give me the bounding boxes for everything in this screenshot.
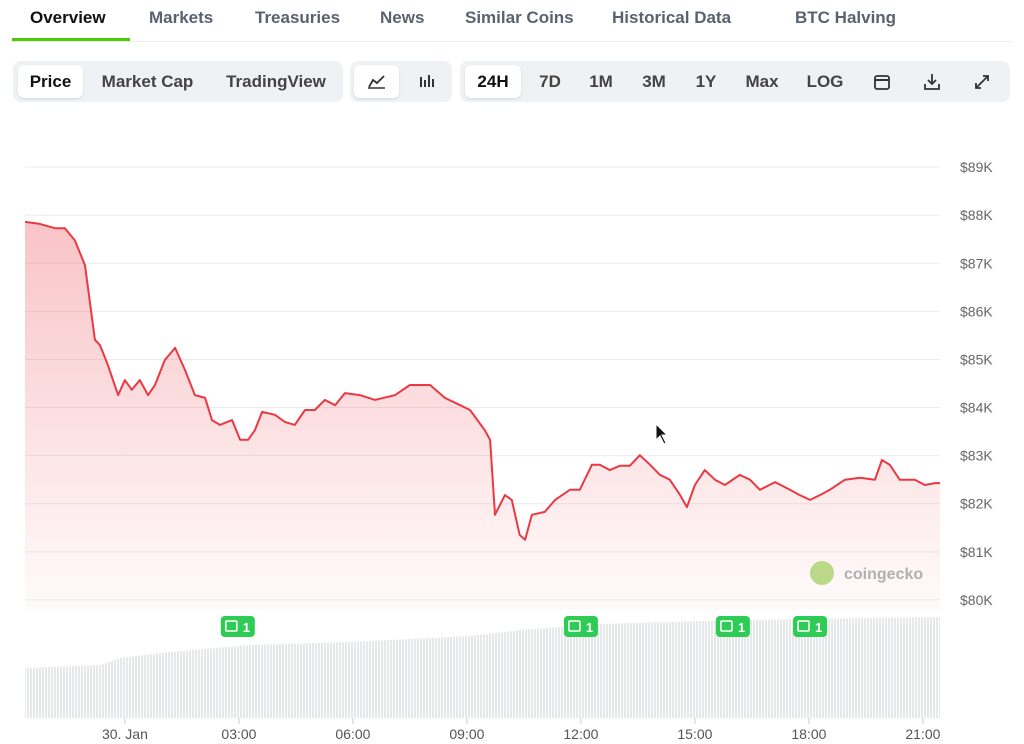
area [25, 221, 940, 610]
y-tick-label: $80K [960, 592, 993, 608]
y-tick-label: $89K [960, 159, 993, 175]
news-badge [793, 616, 828, 637]
y-tick-label: $88K [960, 207, 993, 223]
news-count: 1 [243, 620, 250, 635]
button[interactable]: 3M [642, 72, 666, 91]
x-tick-label: 18:00 [791, 726, 826, 742]
x-tick-label: 06:00 [335, 726, 370, 742]
x-tick-label: 30. Jan [102, 726, 148, 742]
cursor [655, 422, 669, 445]
news-count: 1 [586, 620, 593, 635]
news-icon [720, 620, 733, 632]
news-count: 1 [738, 620, 745, 635]
calendar-button[interactable] [862, 65, 902, 98]
fullscreen-button[interactable] [962, 65, 1002, 98]
button[interactable]: 1M [589, 72, 613, 91]
button[interactable]: LOG [806, 72, 844, 91]
x-tick-label: 15:00 [677, 726, 712, 742]
icon [874, 75, 890, 90]
tab[interactable]: Overview [30, 8, 106, 27]
x-tick-label: 09:00 [449, 726, 484, 742]
news-marker: 1 [793, 616, 828, 637]
button[interactable]: Max [745, 72, 779, 91]
price-line [24, 220, 940, 541]
news-marker: 1 [715, 616, 750, 637]
button[interactable]: TradingView [226, 72, 326, 91]
y-tick-label: $82K [960, 496, 993, 512]
news-badge [715, 616, 750, 637]
news-marker: 1 [220, 616, 255, 637]
news-badge [563, 616, 598, 637]
news-icon [224, 620, 238, 632]
line-chart-button[interactable] [354, 65, 399, 98]
icon [924, 74, 940, 90]
tab[interactable]: Historical Data [612, 8, 732, 27]
y-tick-label: $84K [960, 400, 993, 416]
news-count: 1 [815, 620, 822, 635]
tab[interactable]: BTC Halving [795, 8, 897, 27]
x-tick-label: 03:00 [221, 726, 256, 742]
button[interactable]: 24H [465, 65, 521, 98]
tab[interactable]: Markets [149, 8, 214, 27]
tab[interactable]: Treasuries [255, 8, 341, 27]
tab[interactable]: News [380, 8, 425, 27]
x-tick-label: 12:00 [563, 726, 598, 742]
y-tick-label: $87K [960, 255, 993, 271]
watermark: coingecko [810, 561, 923, 585]
button[interactable]: Market Cap [101, 72, 194, 91]
button[interactable]: 7D [539, 72, 561, 91]
candle-chart-button[interactable] [405, 65, 450, 98]
icon [420, 75, 434, 87]
y-tick-label: $83K [960, 448, 993, 464]
watermark-logo [810, 561, 834, 585]
button[interactable]: 1Y [695, 72, 717, 91]
news-icon [797, 620, 810, 632]
news-badge [220, 616, 255, 637]
button[interactable]: Price [18, 65, 83, 98]
y-tick-label: $85K [960, 351, 993, 367]
divider [12, 41, 1012, 42]
active-underline [12, 38, 130, 41]
y-tick-label: $81K [960, 544, 993, 560]
y-tick-label: $86K [960, 303, 993, 319]
button-group [460, 61, 1010, 102]
news-marker: 1 [563, 616, 598, 637]
volume-area [25, 617, 940, 718]
download-button[interactable] [912, 65, 952, 98]
icon [368, 75, 385, 89]
tab[interactable]: Similar Coins [465, 8, 574, 27]
x-tick-label: 21:00 [905, 726, 940, 742]
icon [975, 75, 989, 89]
news-icon [568, 620, 581, 632]
watermark-text: coingecko [844, 566, 923, 583]
